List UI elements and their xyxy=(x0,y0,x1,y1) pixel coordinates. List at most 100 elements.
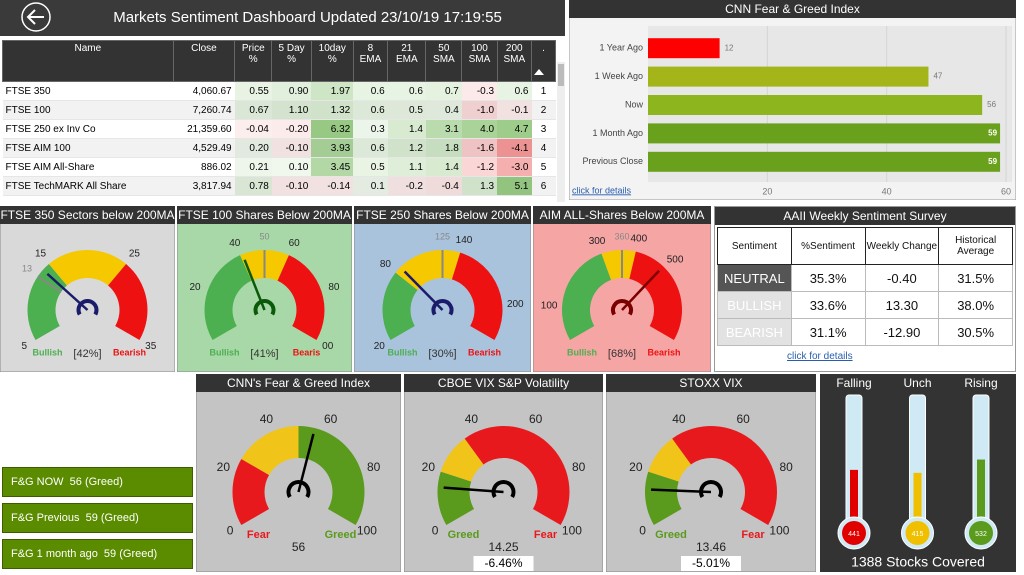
table-cell: 3 xyxy=(531,119,556,139)
table-cell: 0.5 xyxy=(387,100,426,120)
y-tick-label: Previous Close xyxy=(582,156,643,166)
left-label: Bullish xyxy=(567,347,597,357)
bar xyxy=(648,123,1001,144)
right-label: Bearish xyxy=(113,347,146,357)
table-cell: 7,260.74 xyxy=(173,100,235,120)
panel-background xyxy=(0,206,175,372)
gauge-band xyxy=(48,250,127,286)
market-table-wrap: Name Close Price % 5 Day % 10day % 8 EMA 21 EM… xyxy=(2,40,556,205)
thermo-value: 415 xyxy=(912,531,924,538)
right-label: Bearish xyxy=(468,347,501,357)
gauge-band xyxy=(298,426,365,525)
fg-button[interactable]: F&G 1 month ago 59 (Greed) xyxy=(2,539,193,569)
tick-label: 80 xyxy=(328,282,340,293)
column-header: Historical Average xyxy=(938,227,1013,265)
tick-label: 0 xyxy=(227,524,234,538)
table-body: NEUTRAL 35.3% -0.40 31.5% BULLISH 33.6% 13.30 3… xyxy=(717,264,1013,346)
chart-panel: FTSE 250 Shares Below 200MA 20 80 140 200 125… xyxy=(354,206,531,372)
gauge-band xyxy=(277,255,325,340)
tick-label: 20 xyxy=(422,460,436,474)
data-label: 59 xyxy=(988,157,997,166)
table-cell: -0.40 xyxy=(864,264,940,292)
gauge-hub xyxy=(286,480,311,498)
tick-label: 35 xyxy=(145,341,157,352)
gauge-band xyxy=(672,426,777,525)
thermo-label: Rising xyxy=(964,376,997,390)
percent-label: [68%] xyxy=(608,348,636,360)
right-label: Bearish xyxy=(647,347,680,357)
table-row: FTSE AIM All-Share 886.02 0.21 0.10 3.45 0.5 1… xyxy=(2,157,556,177)
tick-label: 40 xyxy=(672,412,686,426)
column-header: Price % xyxy=(234,40,273,82)
table-cell: 1.3 xyxy=(461,176,498,196)
thermo-label: Falling xyxy=(836,376,871,390)
table-row: BEARISH 31.1% -12.90 30.5% xyxy=(717,318,1013,346)
table-cell: 0.78 xyxy=(234,176,272,196)
tick-label: 80 xyxy=(572,460,586,474)
thermo-label: Unch xyxy=(903,376,931,390)
sort-arrow[interactable] xyxy=(533,68,545,76)
table-cell: 0.20 xyxy=(234,138,272,158)
panel-background xyxy=(354,206,531,372)
value-label: 14.25 xyxy=(488,540,518,554)
table-cell: 0.1 xyxy=(353,176,388,196)
table-cell: 4,529.49 xyxy=(173,138,235,158)
table-cell: BULLISH xyxy=(717,291,792,319)
table-cell: FTSE TechMARK All Share xyxy=(2,176,174,196)
aaii-table: Sentiment %Sentiment Weekly Change Historic… xyxy=(717,227,1013,346)
table-cell: 4.0 xyxy=(461,119,498,139)
percent-label: [30%] xyxy=(428,348,456,360)
data-label: 59 xyxy=(988,129,997,138)
table-cell: 31.1% xyxy=(790,318,866,346)
bar xyxy=(648,66,929,87)
tick-label: 60 xyxy=(289,238,301,249)
gauge-hub xyxy=(491,480,516,498)
chart-panel: Falling 441 Unch 415 Rising 532 1388 Stocks Co… xyxy=(820,374,1016,572)
table-cell: -1.0 xyxy=(461,100,498,120)
left-label: Bullish xyxy=(209,347,239,357)
table-body: FTSE 350 4,060.67 0.55 0.90 1.97 0.6 0.6 0.7 -0.… xyxy=(2,81,556,196)
column-header: %Sentiment xyxy=(790,227,866,265)
table-cell: -0.2 xyxy=(387,176,426,196)
table-cell: 1.97 xyxy=(311,81,354,101)
table-cell: 4,060.67 xyxy=(173,81,235,101)
title-bar xyxy=(569,0,1016,18)
back-button[interactable] xyxy=(18,0,58,36)
tick-label: 25 xyxy=(129,249,141,260)
tick-label: 0 xyxy=(639,524,646,538)
fg-button[interactable]: F&G NOW 56 (Greed) xyxy=(2,467,193,497)
table-cell: -0.10 xyxy=(271,138,312,158)
table-cell: 1.4 xyxy=(425,157,462,177)
details-link[interactable]: click for details xyxy=(572,185,632,195)
bar xyxy=(648,151,1001,172)
change-label: -5.01% xyxy=(692,556,730,570)
table-cell: -1.6 xyxy=(461,138,498,158)
fg-button[interactable]: F&G Previous 59 (Greed) xyxy=(2,503,193,533)
header-row: Name Close Price % 5 Day % 10day % 8 EMA 21 EM… xyxy=(2,40,556,82)
target-label: 125 xyxy=(435,231,450,241)
tick-label: 140 xyxy=(456,235,473,246)
left-label: Bullish xyxy=(387,347,417,357)
table-cell: NEUTRAL xyxy=(717,264,792,292)
gauge-band xyxy=(382,272,418,340)
tick-label: 80 xyxy=(367,460,381,474)
tick-label: 200 xyxy=(507,299,524,310)
right-label: Fear xyxy=(534,529,558,541)
title-bar xyxy=(0,206,175,224)
table-cell: FTSE AIM 100 xyxy=(2,138,174,158)
panel-background xyxy=(177,206,352,372)
chart-panel: CBOE VIX S&P Volatility 0 20 40 60 80 100 Greed… xyxy=(404,374,603,572)
table-cell: 0.4 xyxy=(425,100,462,120)
table-row: BULLISH 33.6% 13.30 38.0% xyxy=(717,291,1013,319)
target-label: 50 xyxy=(259,231,269,241)
details-link[interactable]: click for details xyxy=(787,351,853,362)
header-bar: Markets Sentiment Dashboard Updated 23/1… xyxy=(0,0,565,36)
gauge-band xyxy=(108,264,148,340)
table-cell: 0.7 xyxy=(425,81,462,101)
y-tick-label: 1 Month Ago xyxy=(592,128,643,138)
table-cell: 13.30 xyxy=(864,291,940,319)
percent-label: [41%] xyxy=(250,348,278,360)
tick-label: 5 xyxy=(21,341,27,352)
title-bar xyxy=(606,374,816,392)
table-row: FTSE 100 7,260.74 0.67 1.10 1.32 0.6 0.5 0.4 -1.… xyxy=(2,100,556,120)
